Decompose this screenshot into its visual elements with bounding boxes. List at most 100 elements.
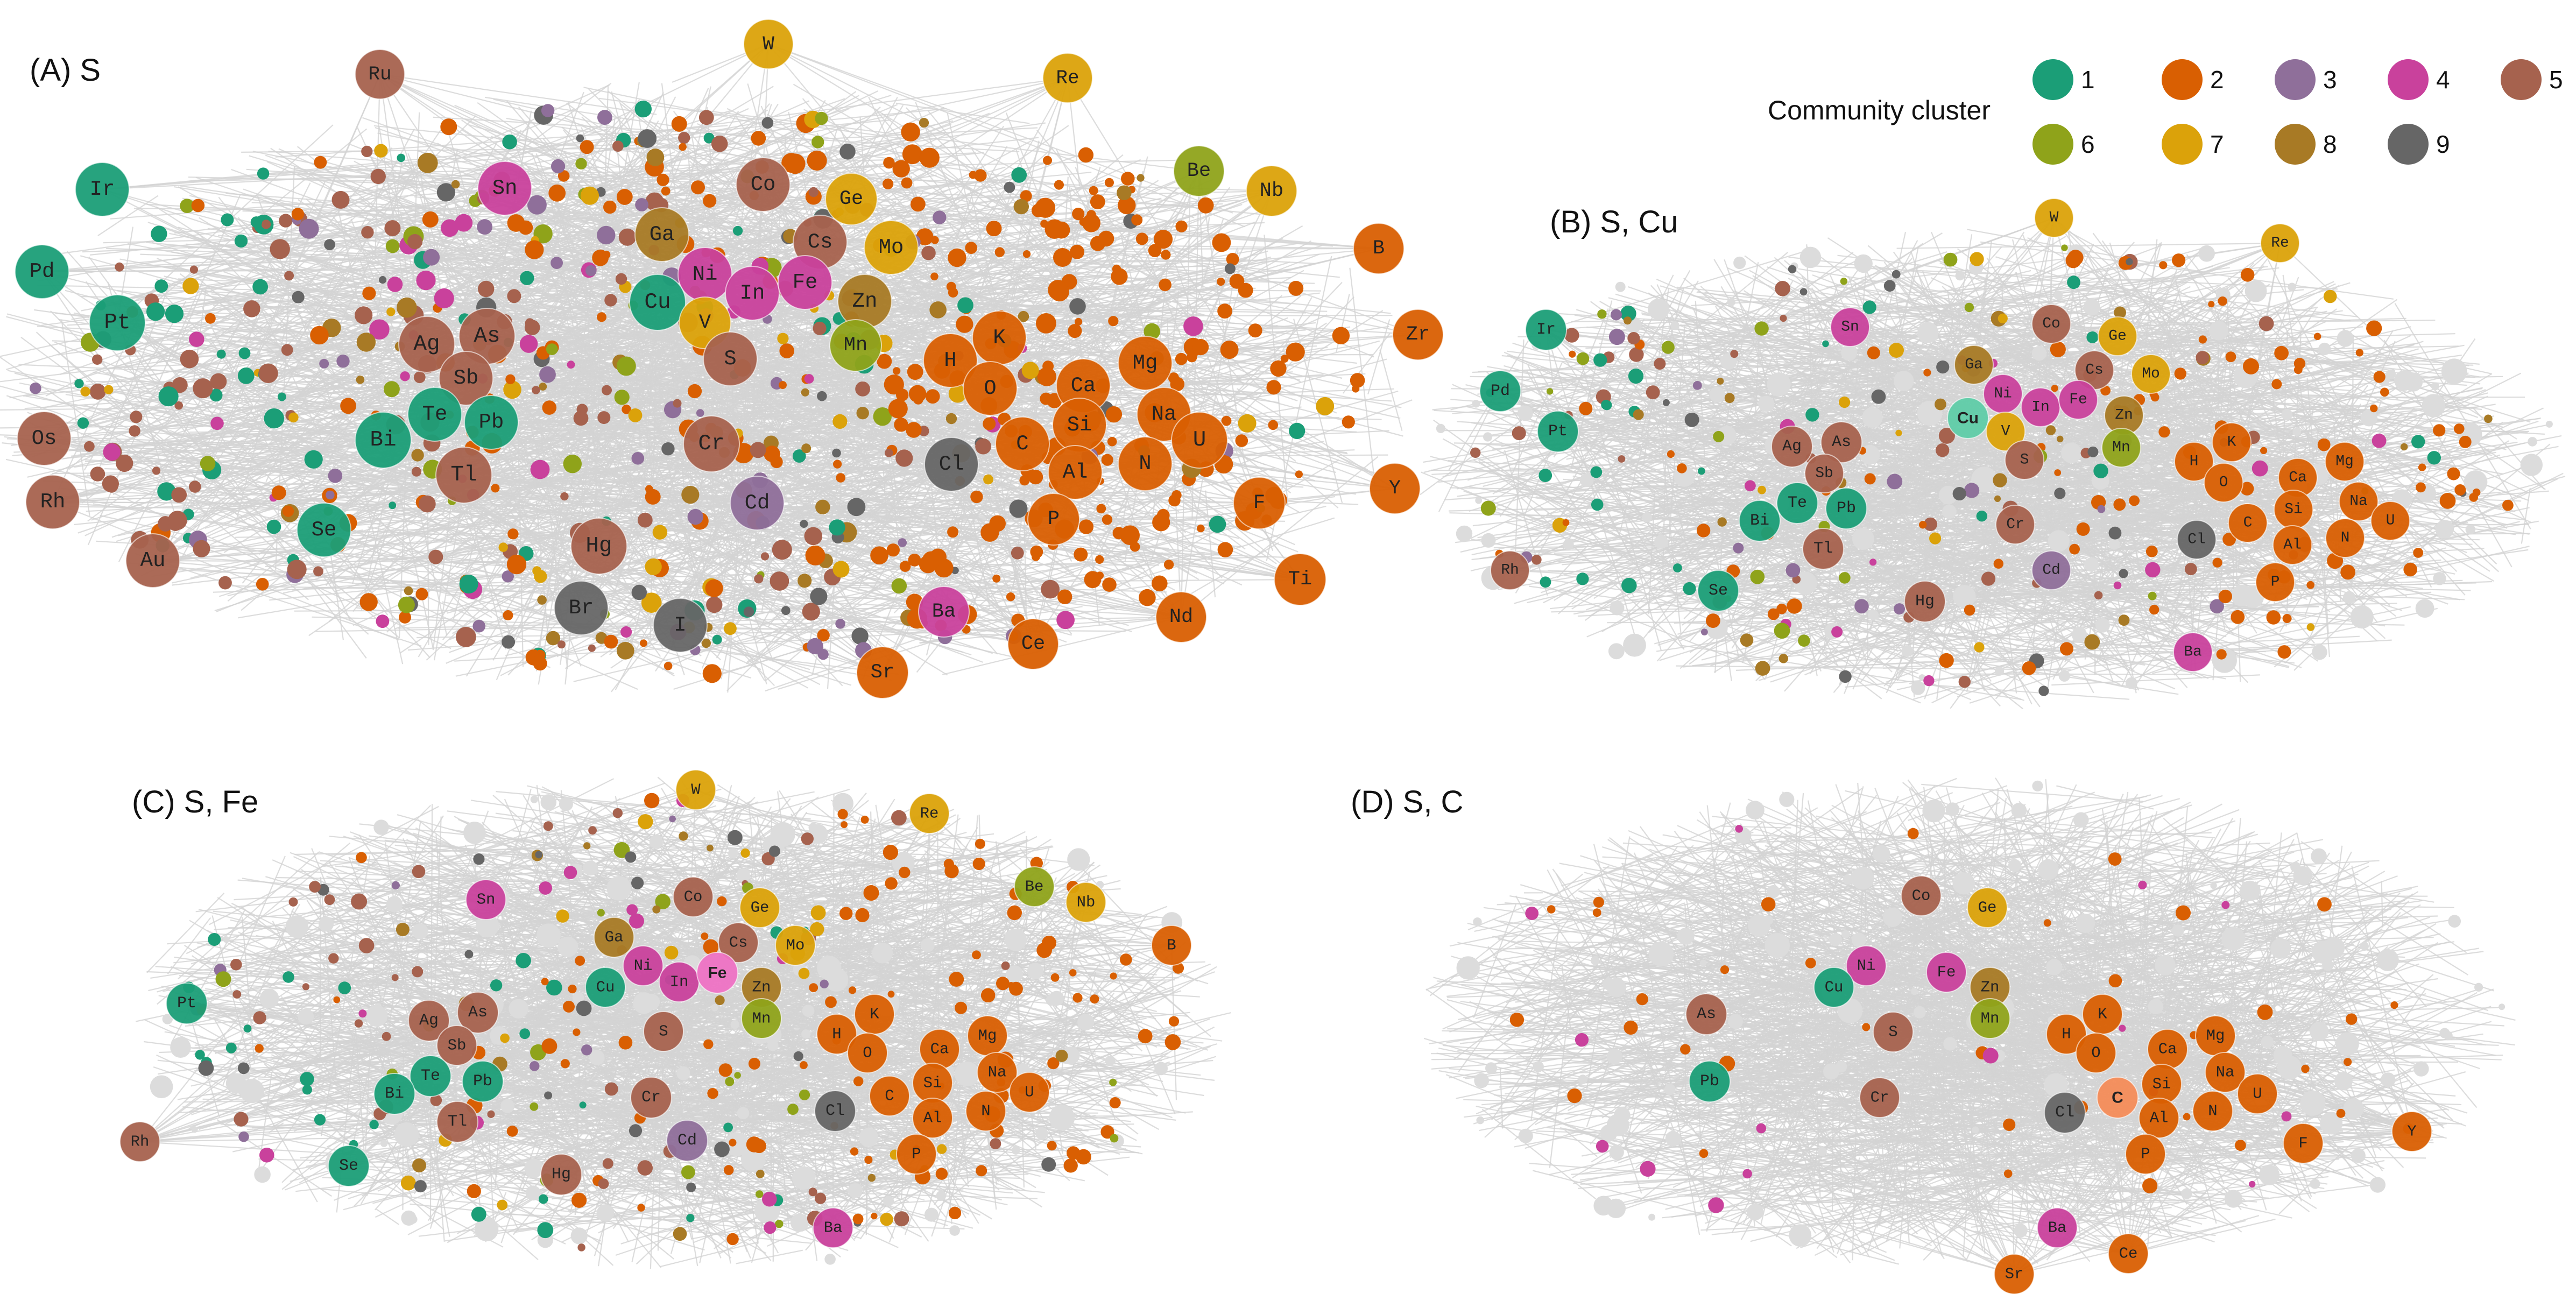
edge (661, 607, 801, 670)
edge (407, 475, 1260, 504)
edge (978, 204, 1266, 274)
edge (468, 495, 758, 504)
edge (518, 44, 769, 347)
edge (768, 583, 1056, 591)
edge (188, 159, 1178, 182)
edge (506, 188, 637, 429)
edge (93, 503, 1034, 645)
edge (264, 173, 592, 183)
edge (176, 387, 652, 389)
edge (701, 127, 1337, 414)
edge (27, 226, 1123, 478)
edge (1950, 673, 2192, 675)
edge (44, 437, 319, 449)
edge (223, 463, 952, 492)
edge (531, 153, 729, 640)
edge (6, 313, 1182, 618)
edge (152, 319, 366, 561)
edge (379, 73, 657, 115)
edge (361, 479, 404, 664)
edge (395, 231, 846, 425)
edge (172, 289, 203, 359)
edge (36, 331, 369, 635)
edge (330, 322, 705, 419)
edge (453, 77, 1068, 160)
edge (152, 242, 387, 313)
edge (41, 185, 956, 273)
edge (172, 266, 1200, 441)
edge (931, 414, 1165, 563)
edge (140, 253, 276, 260)
edge (227, 359, 951, 385)
edge (455, 559, 1024, 677)
edge (1205, 490, 1216, 598)
edge (171, 497, 835, 565)
edge (115, 438, 309, 600)
edge (671, 293, 794, 645)
edge (130, 216, 433, 319)
edge (821, 388, 991, 597)
edge (50, 381, 478, 462)
edge (235, 313, 290, 523)
edge (1036, 130, 1245, 386)
edge (1100, 264, 1247, 328)
edge (379, 74, 814, 286)
edge (175, 449, 916, 571)
edge (1367, 319, 1391, 395)
edge (50, 310, 296, 561)
edge (193, 236, 1144, 505)
edge (1067, 77, 1224, 333)
edge (1005, 112, 1146, 464)
edge (52, 465, 941, 475)
edge (285, 498, 972, 553)
edge (927, 110, 1120, 345)
edge (163, 555, 1182, 618)
edge (83, 301, 187, 471)
edge (768, 43, 1246, 228)
edge (783, 270, 1304, 555)
edge (128, 562, 581, 604)
edge (375, 74, 381, 258)
edge (86, 380, 1084, 387)
edge (1191, 310, 1231, 323)
edge (673, 484, 830, 611)
edge (474, 117, 622, 271)
edge (745, 525, 982, 664)
edge (151, 528, 291, 579)
edge (2051, 674, 2261, 686)
edge (489, 287, 1177, 328)
edge (696, 109, 1199, 172)
edge (154, 157, 816, 341)
edge (41, 271, 209, 519)
edge (535, 118, 616, 671)
edge (383, 436, 885, 441)
edge (448, 490, 980, 510)
edge (942, 616, 1182, 675)
edge (736, 1249, 803, 1264)
edge (25, 395, 203, 427)
edge (616, 295, 695, 585)
edge (895, 102, 1030, 124)
edge (199, 74, 381, 492)
edge (506, 495, 1260, 504)
edge (0, 356, 187, 487)
edge (102, 144, 675, 190)
edge (186, 188, 505, 509)
edge (52, 501, 399, 641)
edge (865, 167, 983, 497)
edge (804, 197, 1162, 284)
edge (124, 364, 621, 600)
edge (269, 487, 1395, 601)
edge (491, 421, 1073, 543)
edge (717, 144, 1024, 216)
edge (504, 188, 995, 579)
edge (31, 193, 701, 458)
edge (74, 424, 1080, 526)
edge (700, 385, 1084, 492)
edge (756, 518, 962, 643)
edge (1379, 349, 1403, 431)
edge (106, 372, 1039, 634)
edge (788, 483, 1196, 640)
edge (44, 303, 248, 439)
